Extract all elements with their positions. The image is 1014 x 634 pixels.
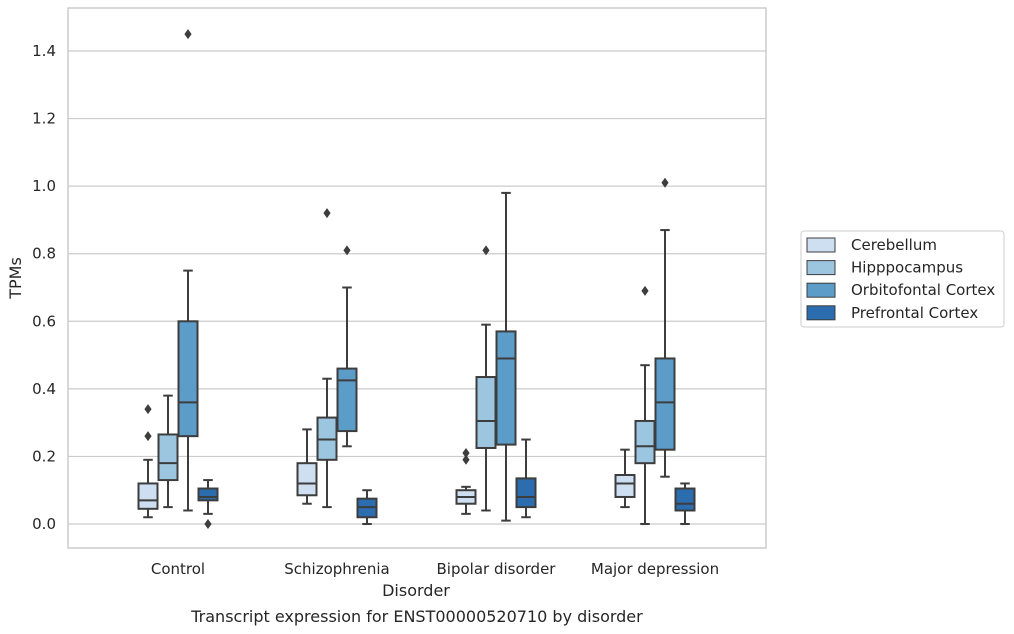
box-1-2	[336, 245, 358, 448]
box-0-2	[177, 29, 199, 512]
box-2-1	[475, 245, 497, 512]
x-tick-label: Schizophrenia	[284, 560, 389, 578]
box-iqr	[137, 482, 159, 510]
box-iqr	[515, 477, 537, 509]
box-iqr	[296, 462, 318, 497]
box-0-1	[157, 394, 179, 509]
box-1-1	[316, 208, 338, 509]
chart-caption: Transcript expression for ENST0000052071…	[190, 607, 643, 626]
y-tick-labels: 0.0 0.2 0.4 0.6 0.8 1.0 1.2 1.4	[32, 42, 56, 533]
x-tick-label: Control	[151, 560, 205, 578]
box-0-0	[137, 404, 159, 519]
box-iqr	[475, 376, 497, 449]
outlier-point	[641, 285, 649, 296]
y-tick-label: 0.2	[32, 447, 56, 465]
x-axis-title: Disorder	[382, 581, 450, 600]
legend-label: Hipppocampus	[851, 259, 963, 277]
legend: Cerebellum Hipppocampus Orbitofontal Corte…	[800, 230, 1005, 328]
x-tick-labels: Control Schizophrenia Bipolar disorder Majo…	[151, 560, 719, 578]
box-1-0	[296, 428, 318, 505]
outlier-point	[661, 177, 669, 188]
box-2-0	[455, 448, 477, 515]
box-2-3	[515, 438, 537, 519]
box-iqr	[336, 367, 358, 433]
outlier-point	[144, 431, 152, 442]
boxes	[137, 29, 696, 529]
outlier-point	[184, 29, 192, 40]
box-iqr	[157, 433, 179, 482]
box-iqr	[177, 320, 199, 438]
y-tick-label: 0.4	[32, 380, 56, 398]
box-3-0	[614, 448, 636, 509]
box-0-3	[197, 479, 219, 529]
x-tick-label: Major depression	[591, 560, 719, 578]
box-1-3	[356, 489, 378, 525]
box-iqr	[614, 474, 636, 498]
y-tick-label: 1.0	[32, 177, 56, 195]
y-tick-label: 0.0	[32, 515, 56, 533]
legend-label: Cerebellum	[851, 236, 937, 254]
legend-swatch	[806, 260, 836, 276]
box-3-1	[634, 285, 656, 525]
outlier-point	[462, 454, 470, 465]
legend-swatch	[806, 237, 836, 253]
outlier-point	[323, 208, 331, 219]
box-iqr	[495, 330, 517, 446]
box-3-2	[654, 177, 676, 478]
box-iqr	[634, 419, 656, 465]
outlier-point	[462, 448, 470, 459]
legend-label: Prefrontal Cortex	[851, 304, 978, 322]
box-iqr	[674, 487, 696, 512]
outlier-point	[482, 245, 490, 256]
outlier-point	[204, 519, 212, 529]
box-iqr	[654, 357, 676, 451]
y-tick-label: 1.2	[32, 110, 56, 128]
outlier-point	[144, 404, 152, 415]
legend-swatch	[806, 282, 836, 298]
y-tick-label: 1.4	[32, 42, 56, 60]
box-3-3	[674, 482, 696, 525]
legend-frame	[800, 230, 1005, 328]
y-tick-label: 0.8	[32, 245, 56, 263]
y-tick-label: 0.6	[32, 312, 56, 330]
box-iqr	[197, 487, 219, 502]
outlier-point	[343, 245, 351, 256]
legend-label: Orbitofontal Cortex	[851, 281, 995, 299]
x-tick-label: Bipolar disorder	[437, 560, 557, 578]
box-2-2	[495, 191, 517, 522]
y-axis-title: TPMs	[6, 257, 25, 300]
legend-swatch	[806, 305, 836, 321]
